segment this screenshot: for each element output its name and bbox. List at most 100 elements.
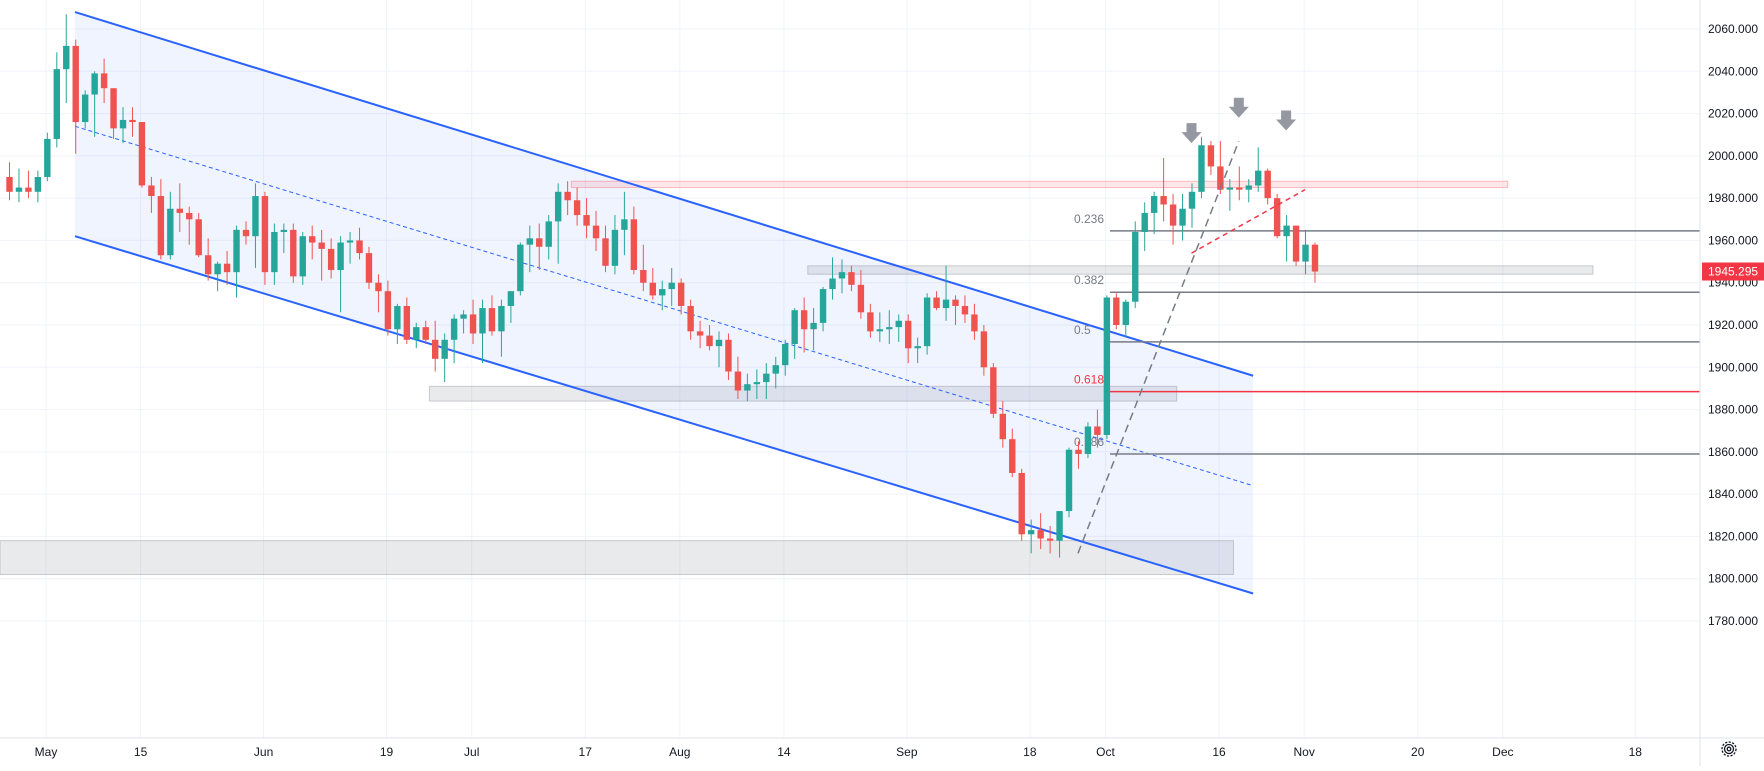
candle-body <box>204 255 212 275</box>
candle-body <box>223 263 231 273</box>
candle-body <box>422 327 429 340</box>
candle-body <box>63 45 70 70</box>
candle-body <box>810 322 817 330</box>
candle-body <box>233 229 240 273</box>
candle-body <box>961 305 969 315</box>
candle-body <box>413 327 420 340</box>
x-tick-label: 16 <box>1212 745 1226 759</box>
x-tick-label: 15 <box>134 745 148 759</box>
candle-body <box>1122 301 1129 325</box>
candle-body <box>309 236 316 243</box>
candle-body <box>536 238 543 247</box>
fib-level-label: 0.236 <box>1074 212 1104 226</box>
candle-body <box>280 229 288 232</box>
candle-body <box>1018 473 1025 535</box>
candle-body <box>119 119 127 129</box>
candle-body <box>129 119 136 123</box>
down-arrow-marker <box>1228 97 1249 118</box>
candle-body <box>167 208 174 256</box>
candle-body <box>942 299 950 309</box>
y-tick-label: 1860.000 <box>1708 445 1758 459</box>
candle-body <box>980 331 988 368</box>
x-tick-label: Aug <box>669 745 690 759</box>
candle-body <box>318 242 325 249</box>
candle-body <box>1084 426 1092 454</box>
candle-body <box>138 122 146 186</box>
y-tick-label: 2040.000 <box>1708 64 1758 78</box>
candle-body <box>1245 185 1252 190</box>
y-tick-label: 2000.000 <box>1708 149 1758 163</box>
channel-middle-line <box>74 125 1254 487</box>
candle-body <box>176 208 183 213</box>
candle-body <box>753 382 761 385</box>
candle-body <box>1207 145 1215 167</box>
x-tick-label: Jul <box>464 745 479 759</box>
y-tick-label: 1880.000 <box>1708 403 1758 417</box>
candle-body <box>848 272 855 285</box>
candle-body <box>886 327 893 330</box>
candle-body <box>857 284 865 313</box>
candle-body <box>1075 449 1082 454</box>
channel-upper-line <box>74 11 1254 377</box>
candle-body <box>1160 196 1167 205</box>
candle-body <box>488 308 496 332</box>
x-tick-label: 20 <box>1411 745 1425 759</box>
candle-body <box>72 45 79 123</box>
candle-body <box>6 177 13 192</box>
candle-body <box>772 365 779 374</box>
zone-rect <box>0 540 1234 575</box>
candle-body <box>441 339 448 359</box>
settings-button[interactable] <box>1718 738 1740 760</box>
candle-body <box>867 312 874 332</box>
candle-body <box>895 320 902 328</box>
candle-body <box>1255 170 1262 186</box>
candle-body <box>715 339 723 347</box>
candle-body <box>696 331 704 336</box>
candle-body <box>791 310 798 345</box>
candle-body <box>923 297 931 347</box>
candle-body <box>1027 530 1035 535</box>
candle-body <box>507 291 515 306</box>
candle-body <box>687 305 694 332</box>
candle-body <box>432 339 439 359</box>
candle-body <box>44 138 51 177</box>
candle-body <box>1103 297 1111 435</box>
candle-body <box>630 219 638 271</box>
candle-body <box>621 219 628 230</box>
candle-body <box>384 291 392 330</box>
candle-body <box>1198 145 1205 192</box>
down-arrow-marker <box>1181 123 1202 144</box>
candle-body <box>517 244 524 292</box>
zone-rect <box>807 265 1594 275</box>
down-arrow-marker <box>1276 110 1297 131</box>
y-tick-label: 2060.000 <box>1708 22 1758 36</box>
candle-body <box>1141 212 1148 232</box>
candle-body <box>573 200 581 216</box>
y-tick-label: 1780.000 <box>1708 614 1758 628</box>
current-price-label: 1945.295 <box>1708 265 1758 279</box>
candle-body <box>990 367 997 414</box>
candle-body <box>677 282 685 306</box>
candle-body <box>744 384 751 391</box>
candle-body <box>1132 231 1139 302</box>
candle-body <box>498 305 505 332</box>
candle-body <box>34 177 42 192</box>
candle-body <box>763 373 770 383</box>
zone-rect <box>428 385 1178 402</box>
pattern-line <box>1077 140 1240 554</box>
candle-body <box>876 329 884 332</box>
candle-body <box>1311 244 1319 272</box>
y-tick-label: 2020.000 <box>1708 107 1758 121</box>
candle-body <box>81 94 89 123</box>
candle-body <box>782 344 789 366</box>
candle-body <box>706 335 713 347</box>
candle-body <box>1273 198 1281 237</box>
candle-body <box>375 282 382 292</box>
candle-body <box>110 88 117 129</box>
candle-body <box>1009 439 1016 473</box>
candle-body <box>829 278 836 290</box>
candle-body <box>659 289 666 296</box>
candle-body <box>356 240 363 254</box>
